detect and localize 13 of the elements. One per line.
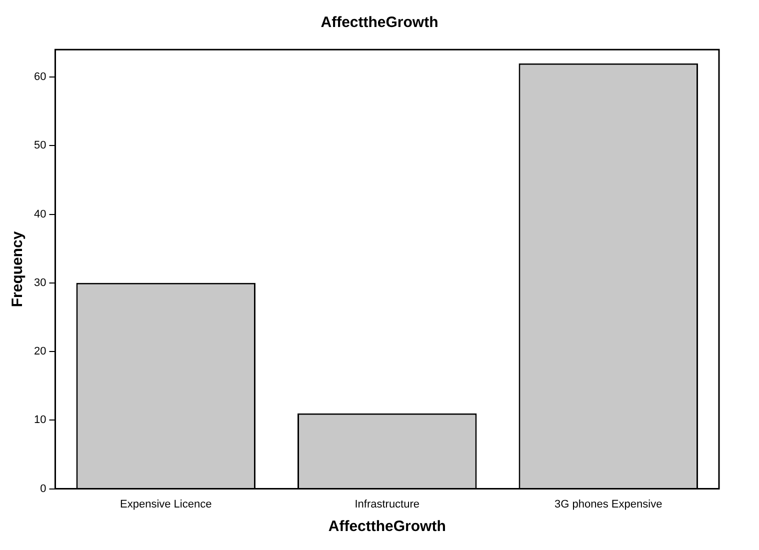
y-tick-label: 30 [34,276,46,289]
chart-title: AffecttheGrowth [320,14,440,31]
y-tick-label: 40 [34,208,46,220]
x-axis-title: AffecttheGrowth [328,518,446,536]
x-tick-label: 3G phones Expensive [554,498,662,510]
x-tick-label: Infrastructure [354,498,420,510]
y-tick-label: 60 [34,71,46,84]
x-tick-label: Expensive Licence [120,498,212,510]
y-tick-label: 50 [34,140,46,152]
y-axis-title: Frequency [9,230,26,308]
y-tick-label: 20 [34,346,46,358]
y-tick-label: 10 [34,414,46,426]
y-tick-label: 0 [40,482,46,495]
